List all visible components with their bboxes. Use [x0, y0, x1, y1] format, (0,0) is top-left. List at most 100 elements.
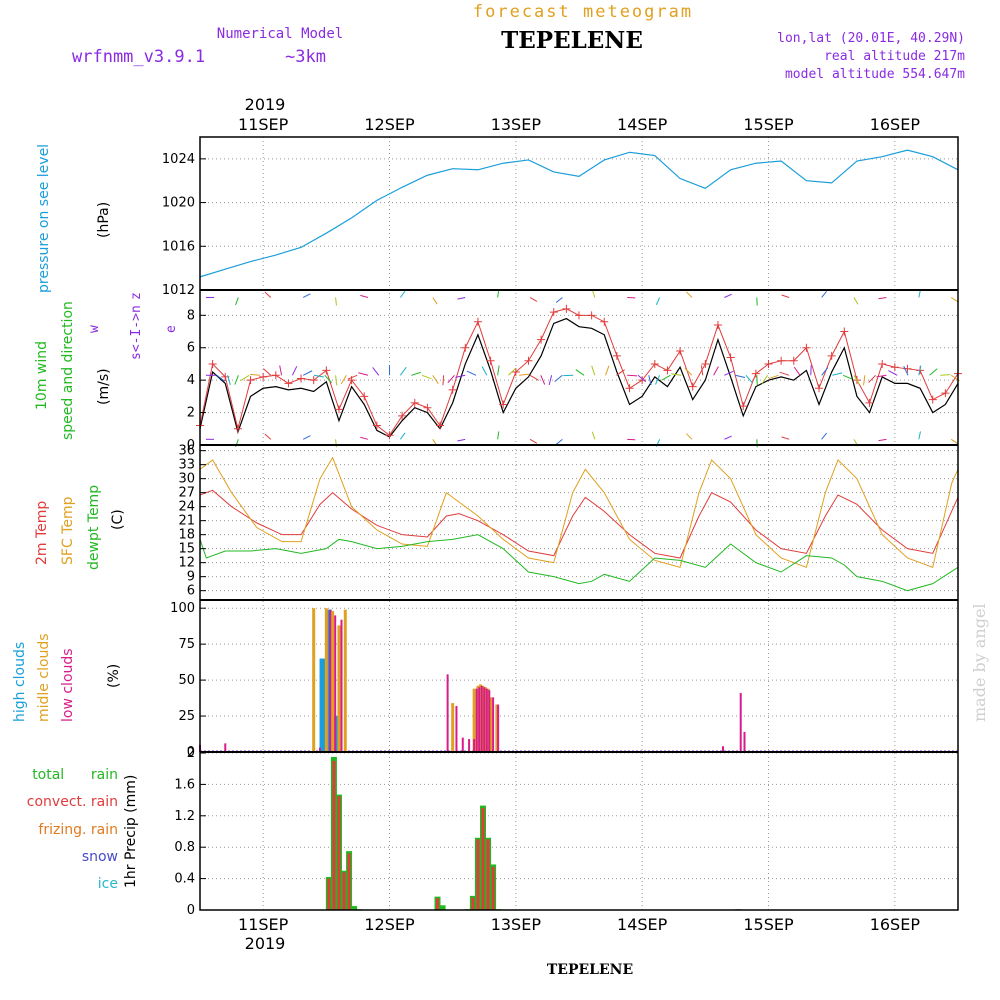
precip-tick-label: 0.4 [174, 872, 195, 887]
temp-tick-label: 33 [178, 458, 195, 473]
wind-direction-arrow [940, 374, 951, 376]
temp-2m-line [199, 489, 959, 559]
year-top: 2019 [245, 95, 286, 114]
midle-cloud-bar [495, 704, 499, 752]
wind-direction-arrow [291, 366, 298, 376]
wind-gust-marker [461, 343, 470, 352]
wind-direction-arrow [227, 375, 231, 386]
temp-tick-label: 30 [178, 472, 195, 487]
wind-direction-arrow [457, 438, 466, 442]
low-cloud-bar [492, 697, 495, 752]
midle-cloud-bar [312, 608, 316, 752]
high-cloud-bar [333, 716, 340, 752]
wind-direction-arrow [671, 373, 682, 376]
wind-direction-arrow [655, 297, 661, 305]
clouds-tick-label: 0 [187, 745, 195, 760]
lonlat: lon,lat (20.01E, 40.29N) [777, 31, 965, 46]
temp-tick-label: 12 [178, 556, 195, 571]
wind-direction-arrow [575, 369, 585, 376]
midle-cloud-bar [486, 688, 490, 752]
bottom-date-label: 13SEP [491, 915, 542, 934]
pressure-tick-label: 1016 [162, 239, 195, 254]
wind-gust-marker [360, 392, 369, 401]
midle-cloud-bar [478, 684, 482, 752]
midle-cloud-bar [484, 687, 488, 752]
top-date-label: 11SEP [238, 115, 289, 134]
wind-gust-marker [398, 411, 407, 420]
wind-gust-marker [802, 343, 811, 352]
model-resolution: ~3km [285, 47, 326, 67]
real-altitude: real altitude 217m [824, 49, 965, 64]
wind-gust-marker [436, 421, 445, 430]
wind-tick-label: 6 [187, 341, 195, 356]
midle-cloud-bar [337, 625, 341, 752]
wind-direction-arrow [918, 365, 922, 376]
wind-direction-arrow [724, 293, 732, 298]
wind-direction-arrow [554, 374, 563, 382]
pressure-panel [199, 149, 959, 278]
grid-lines [200, 137, 958, 911]
convect-rain-bar [476, 839, 480, 910]
wind-direction-arrow [555, 438, 563, 445]
precip-tick-label: 2 [187, 746, 195, 761]
convect-rain-bar [347, 853, 351, 910]
temp-tick-label: 15 [178, 542, 195, 557]
temp-label-1: 2m Temp [34, 501, 50, 565]
axes-ticks: 1012101610201024024686912151821242730333… [162, 152, 206, 918]
high-cloud-bar [325, 609, 332, 752]
wind-direction-arrow [497, 365, 500, 376]
wind-direction-arrow [868, 374, 876, 383]
top-date-labels: 11SEP 12SEP 13SEP 14SEP 15SEP 16SEP [238, 115, 920, 134]
wind-gust-marker [815, 384, 824, 393]
bottom-date-label: 11SEP [238, 915, 289, 934]
precip-label-frz: frizing. rain [38, 822, 118, 838]
low-cloud-bar [340, 619, 343, 752]
midle-cloud-bar [331, 611, 335, 752]
low-cloud-bar [329, 609, 332, 752]
wind-gust-marker [676, 346, 685, 355]
model-name: wrfnmm_v3.9.1 [72, 47, 205, 67]
bottom-date-labels: 11SEP 12SEP 13SEP 14SEP 15SEP 16SEP [238, 915, 920, 934]
wind-direction-arrow [853, 297, 859, 305]
convect-rain-bar [342, 872, 346, 910]
convect-rain-bar [327, 878, 331, 910]
wind-direction-arrow [399, 290, 406, 298]
low-cloud-bar [468, 739, 471, 752]
wind-direction-arrow [335, 375, 338, 386]
temp-tick-label: 36 [178, 444, 195, 459]
wind-gust-marker [537, 335, 546, 344]
low-cloud-bar [446, 674, 449, 752]
wind-gust-marker [499, 400, 508, 409]
wind-direction-arrow [950, 297, 959, 303]
midle-cloud-bar [324, 608, 328, 752]
wind-direction-arrow [555, 297, 563, 303]
wind-direction-arrow [249, 373, 261, 376]
wind-gust-marker [878, 359, 887, 368]
top-date-label: 12SEP [364, 115, 415, 134]
precip-tick-label: 1.2 [174, 809, 195, 824]
wind-gust-marker [612, 351, 621, 360]
wind-direction-arrow [432, 375, 439, 384]
wind-direction-arrow [684, 367, 693, 376]
wind-direction-arrow [843, 374, 853, 380]
wind-gust-marker [372, 421, 381, 430]
wind-direction-arrow [497, 431, 500, 440]
temp-tick-label: 18 [178, 528, 195, 543]
precip-tick-label: 0 [187, 903, 195, 918]
temp-dewpt-line [199, 534, 959, 592]
low-cloud-bar [488, 690, 491, 752]
wind-direction-arrow [302, 293, 311, 298]
wind-direction-arrow [591, 365, 596, 376]
model-altitude: model altitude 554.647m [785, 67, 965, 82]
wind-direction-arrow [529, 297, 538, 302]
clouds-tick-label: 100 [170, 601, 195, 616]
wind-gust-marker [751, 369, 760, 378]
wind-direction-arrow [876, 374, 887, 378]
footer-station: TEPELENE [547, 962, 633, 978]
clouds-tick-label: 75 [178, 637, 195, 652]
wind-direction-arrow [302, 435, 311, 440]
wind-gust-marker [890, 363, 899, 372]
wind-tick-label: 2 [187, 406, 195, 421]
wind-direction-arrow [627, 374, 638, 377]
